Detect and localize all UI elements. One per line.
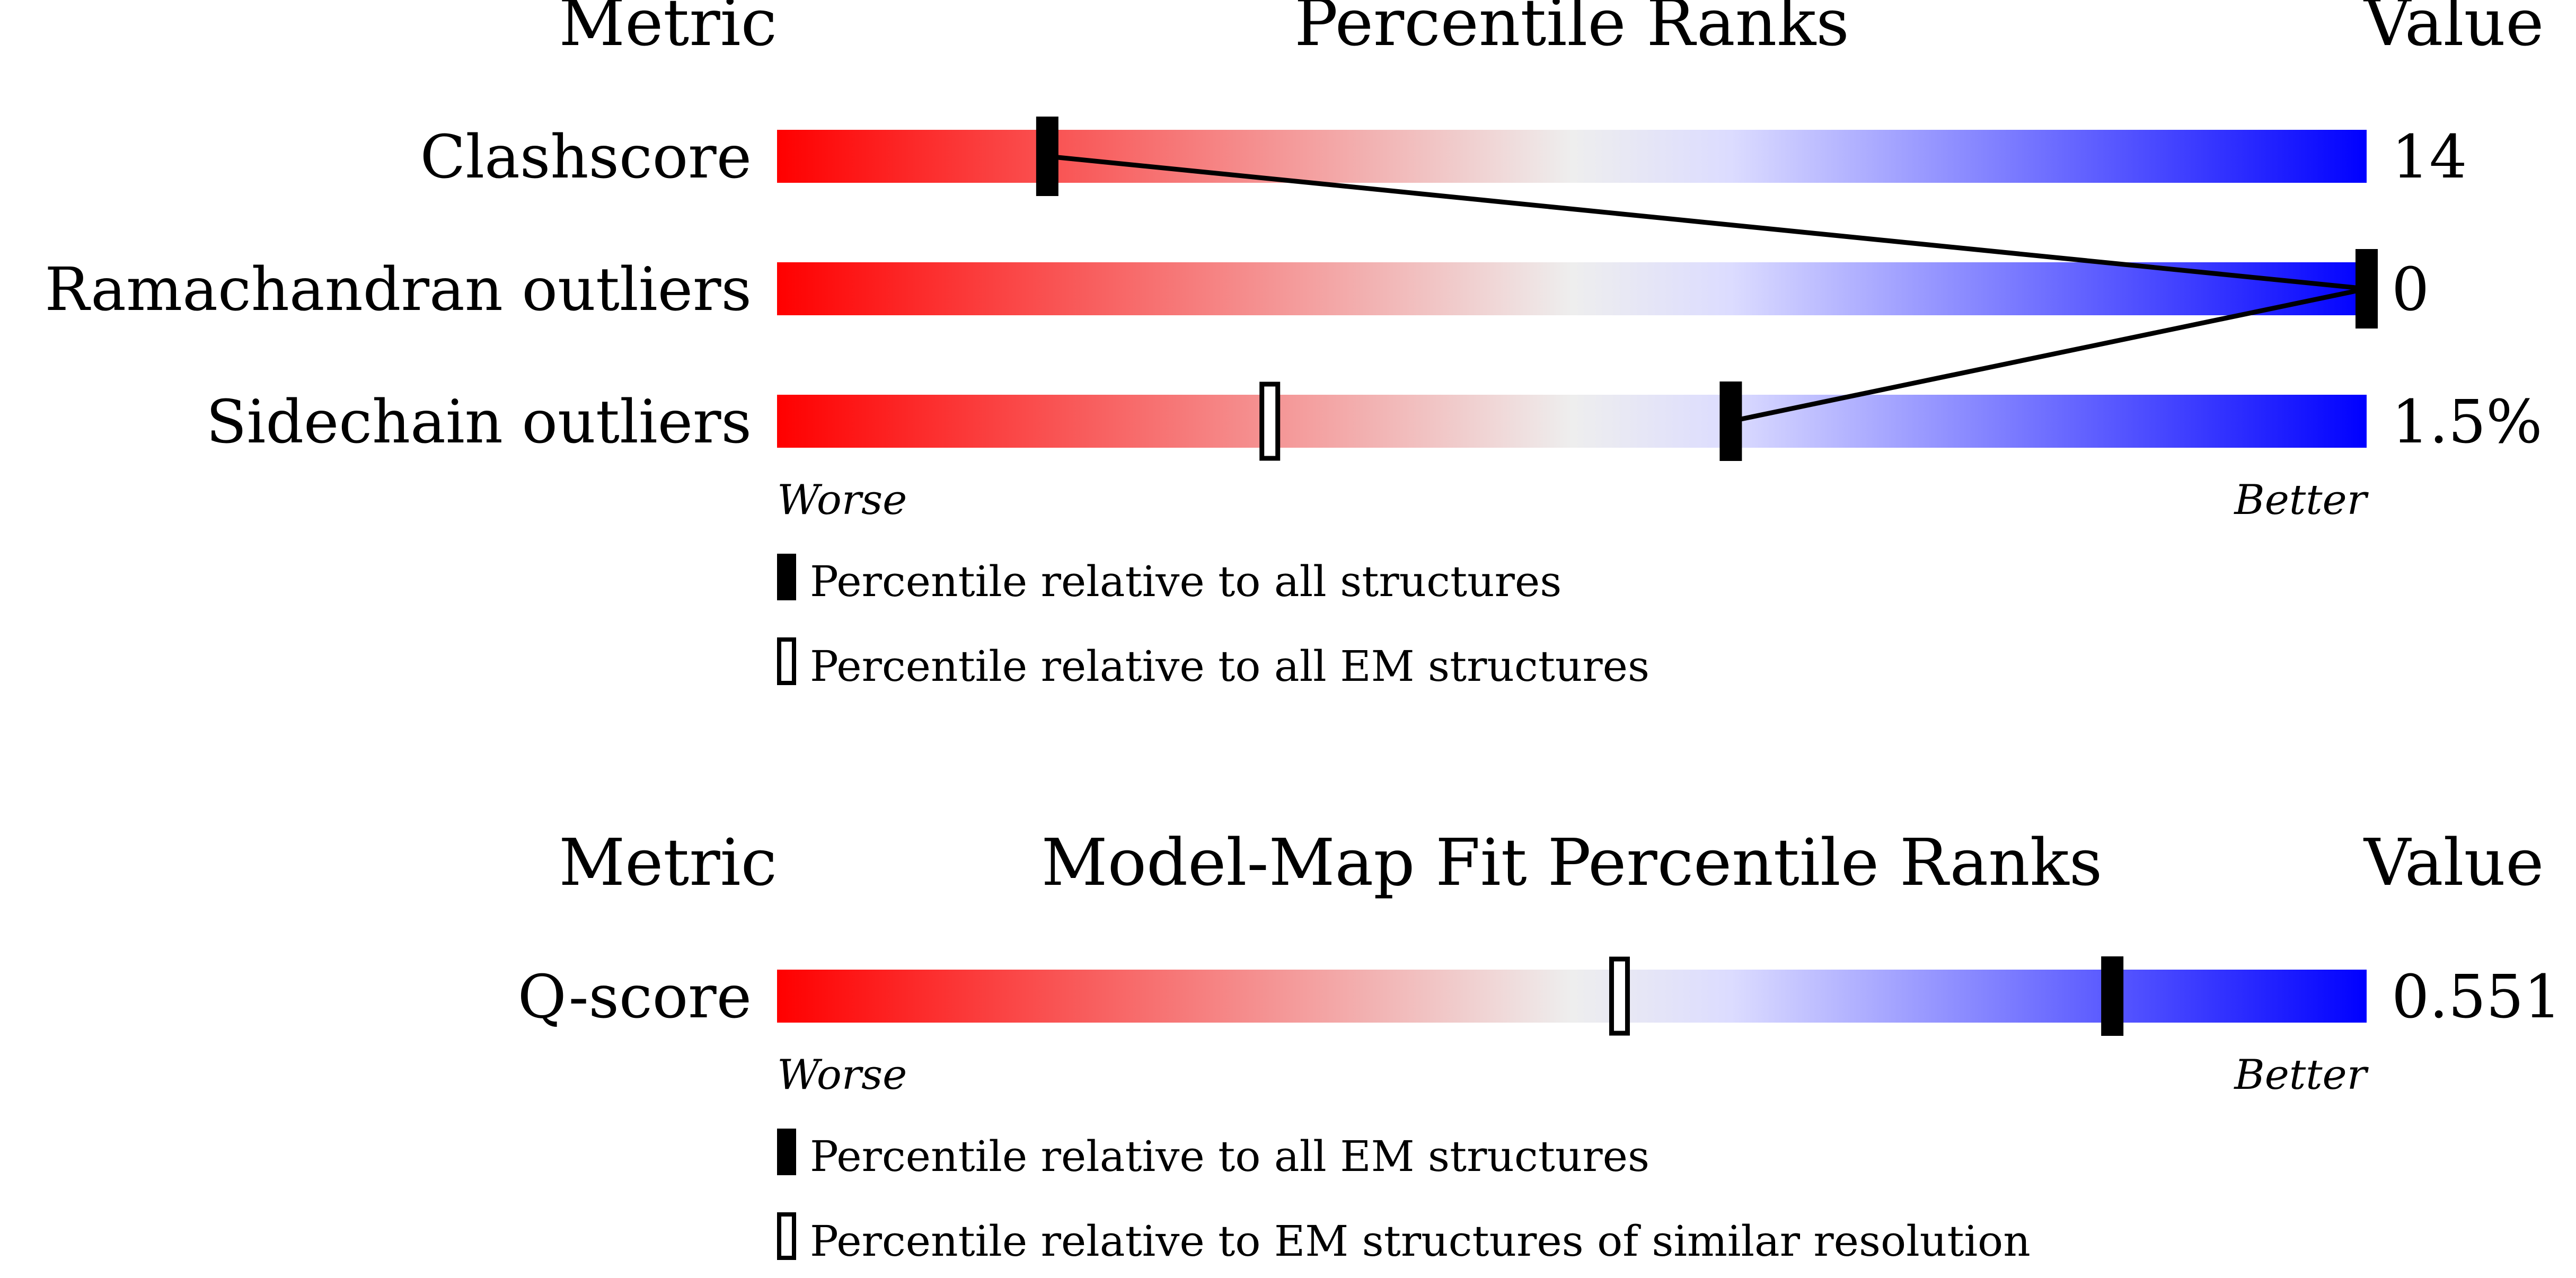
legend-open-marker (777, 637, 796, 685)
metric-name: Sidechain outliers (206, 388, 752, 457)
header-title: Model-Map Fit Percentile Ranks (1042, 825, 2103, 900)
percentile-bar (777, 130, 2367, 183)
percentile-bar (777, 262, 2367, 315)
header-metric: Metric (559, 825, 777, 900)
legend-open-marker (777, 1212, 796, 1260)
legend-filled-label: Percentile relative to all EM structures (810, 1132, 1649, 1181)
metric-name: Q-score (518, 963, 752, 1032)
percentile-connector (1047, 154, 2367, 424)
metric-value: 0 (2392, 255, 2429, 324)
axis-label-better: Better (2233, 476, 2369, 524)
percentile-panel-1: Metric Percentile Ranks Value Clashscore 14 R… (45, 0, 2544, 691)
metric-row-1: Clashscore 14 (420, 117, 2467, 196)
marker-subset (1259, 381, 1281, 461)
marker-subset (1609, 956, 1630, 1036)
legend-filled-label: Percentile relative to all structures (810, 557, 1562, 606)
legend-open-label: Percentile relative to EM structures of … (810, 1217, 2031, 1266)
legend-open-label: Percentile relative to all EM structures (810, 642, 1649, 691)
legend: Percentile relative to all EM structures… (777, 1129, 2031, 1266)
metric-name: Clashscore (420, 123, 752, 192)
metric-value: 14 (2392, 123, 2467, 192)
metric-name: Ramachandran outliers (45, 255, 752, 324)
metric-row-3: Sidechain outliers 1.5% (206, 381, 2543, 461)
header-value: Value (2363, 0, 2544, 60)
percentile-bar (777, 395, 2367, 448)
legend-filled-marker (777, 1129, 796, 1175)
metric-value: 1.5% (2392, 388, 2543, 457)
legend-filled-marker (777, 554, 796, 600)
legend: Percentile relative to all structures Per… (777, 554, 1649, 691)
percentile-panel-2: Metric Model-Map Fit Percentile Ranks Valu… (518, 825, 2562, 1266)
axis-label-worse: Worse (777, 476, 907, 524)
marker-all (2101, 956, 2124, 1036)
header-value: Value (2363, 825, 2544, 900)
metric-value: 0.551 (2392, 963, 2562, 1032)
metric-row-1: Q-score 0.551 (518, 956, 2562, 1036)
header-title: Percentile Ranks (1294, 0, 1849, 60)
axis-label-worse: Worse (777, 1051, 907, 1099)
percentile-bar (777, 970, 2367, 1023)
header-metric: Metric (559, 0, 777, 60)
axis-label-better: Better (2233, 1051, 2369, 1099)
